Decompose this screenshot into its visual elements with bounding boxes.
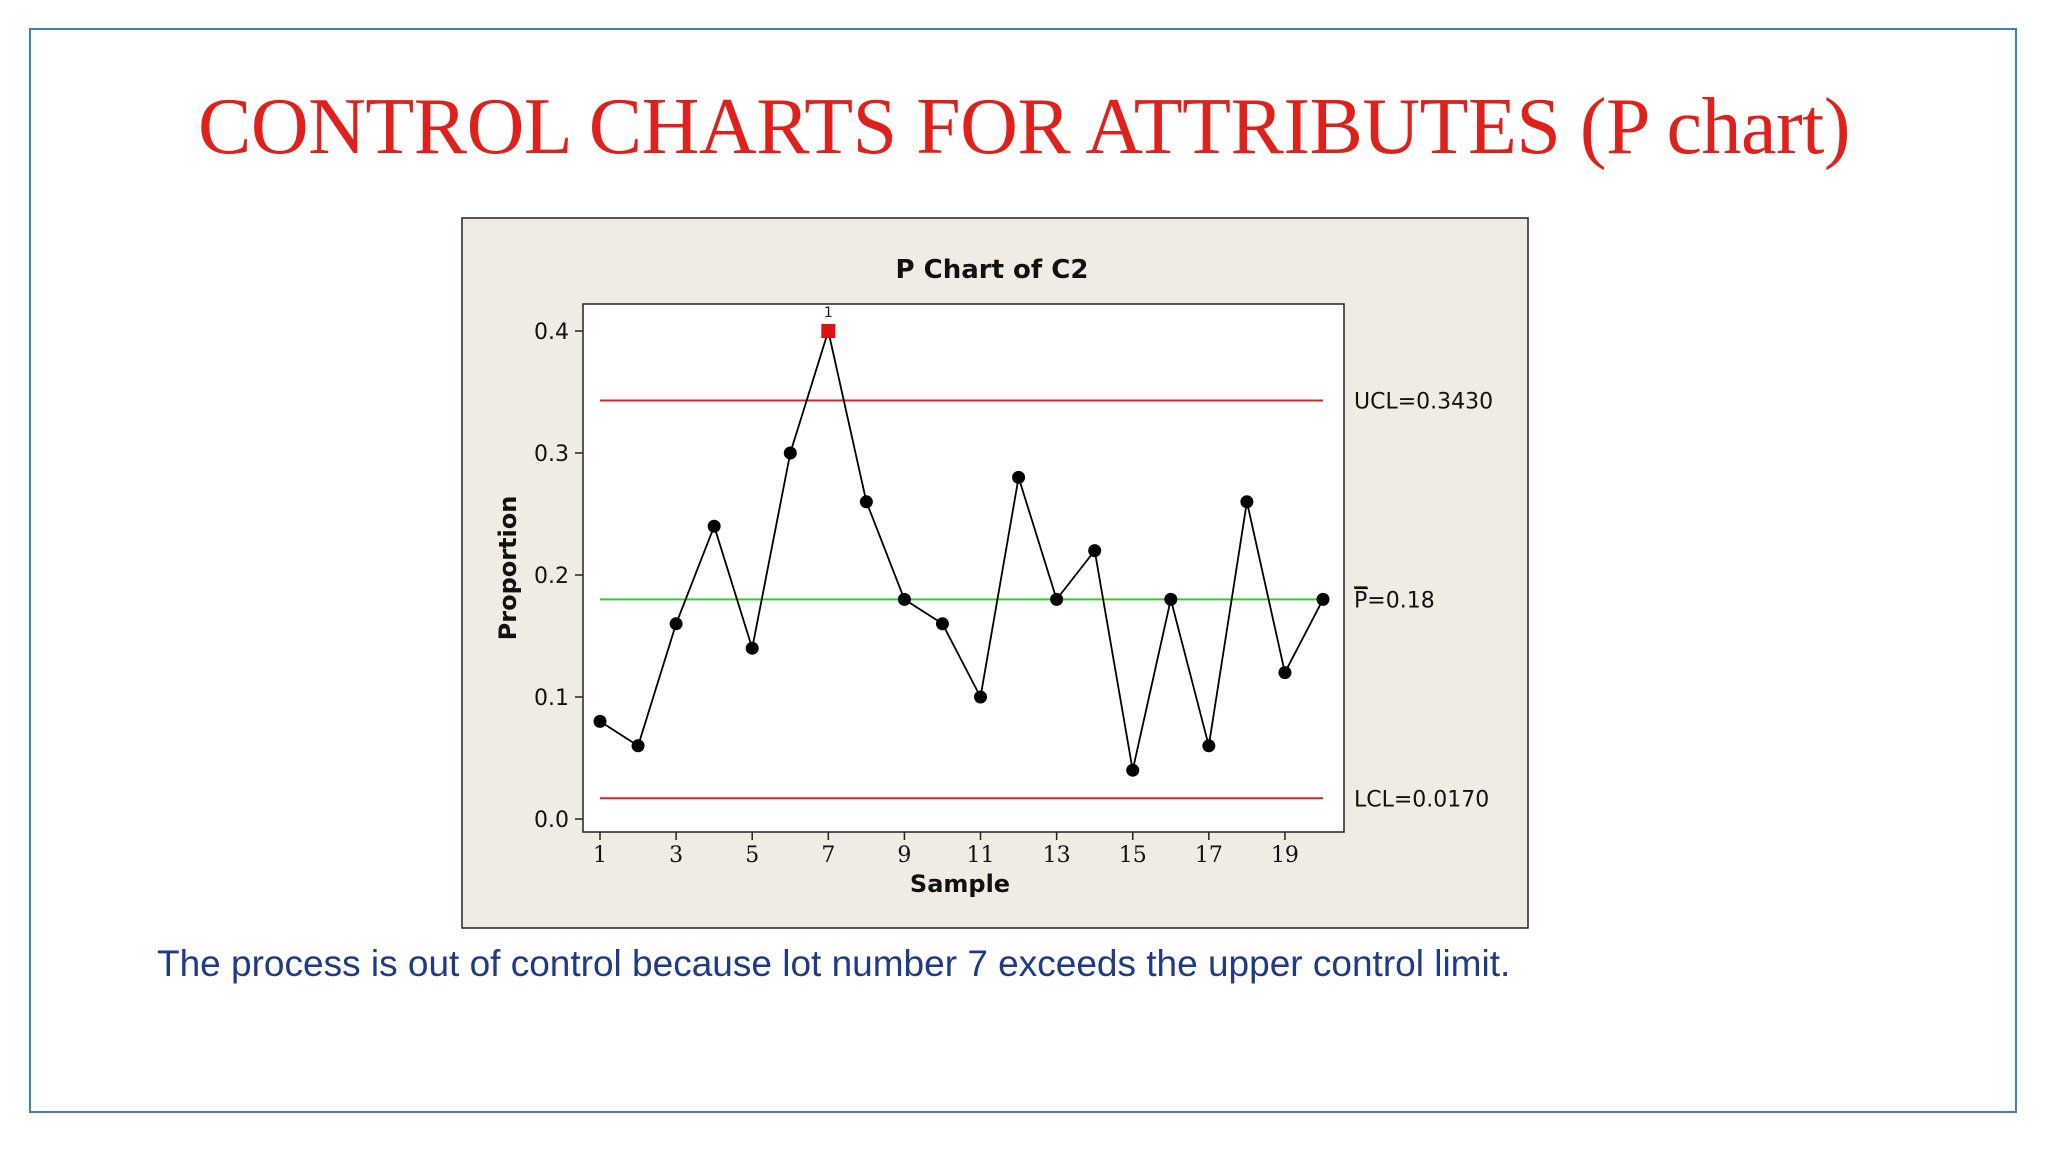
chart-title: P Chart of C2 [896,255,1089,285]
x-tick-label: 7 [821,843,835,868]
x-axis-label: Sample [910,870,1010,898]
plot-area [582,303,1345,833]
data-point [707,519,721,533]
center-label-symbol: P [1354,588,1367,613]
data-point [897,592,911,606]
series-line [599,327,1324,771]
data-point [1164,592,1178,606]
lcl-label: LCL=0.0170 [1354,787,1489,812]
data-point [974,690,988,704]
x-tick-label: 19 [1271,843,1299,868]
data-point [669,617,683,631]
slide-caption: The process is out of control because lo… [157,943,1511,984]
slide-frame [29,28,2017,1113]
control-limit-lines [600,399,1323,800]
x-tick-label: 15 [1119,843,1147,868]
x-tick-label: 13 [1043,843,1071,868]
x-tick-label: 11 [967,843,995,868]
y-tick-label: 0.4 [534,320,569,345]
data-point [1316,592,1330,606]
data-point [1050,592,1064,606]
ucl-label: UCL=0.3430 [1354,390,1493,415]
x-tick-label: 5 [745,843,759,868]
control-limit-labels: UCL=0.3430 LCL=0.0170 P=0.18 [1354,390,1493,813]
data-points: 1 [593,305,1330,777]
series-line-group [599,327,1324,771]
y-tick-label: 0.3 [534,442,569,467]
center-label: P=0.18 [1354,588,1435,613]
data-point [631,739,645,753]
x-tick-label: 3 [669,843,683,868]
x-tick-label: 17 [1195,843,1223,868]
center-label-value: =0.18 [1367,588,1434,613]
y-tick-label: 0.0 [534,808,569,833]
data-point [1278,666,1292,680]
x-axis-ticks: 1 3 5 7 9 11 13 15 17 19 [593,832,1299,868]
x-tick-label: 1 [593,843,607,868]
y-tick-label: 0.1 [534,686,569,711]
data-point [1240,495,1254,509]
y-axis-ticks: 0.0 0.1 0.2 0.3 0.4 [534,320,583,833]
data-point [745,641,759,655]
y-tick-label: 0.2 [534,564,569,589]
data-point [859,495,873,509]
data-point [593,714,607,728]
out-of-control-flag: 1 [824,305,833,321]
x-tick-label: 9 [897,843,911,868]
data-point [1202,739,1216,753]
data-point [783,446,797,460]
data-point [1012,470,1026,484]
y-axis-label: Proportion [494,496,522,641]
slide-title: CONTROL CHARTS FOR ATTRIBUTES (P chart) [197,83,1851,171]
data-point [1088,544,1102,558]
out-of-control-point [821,324,836,338]
data-point [935,617,949,631]
data-point [1126,763,1140,777]
